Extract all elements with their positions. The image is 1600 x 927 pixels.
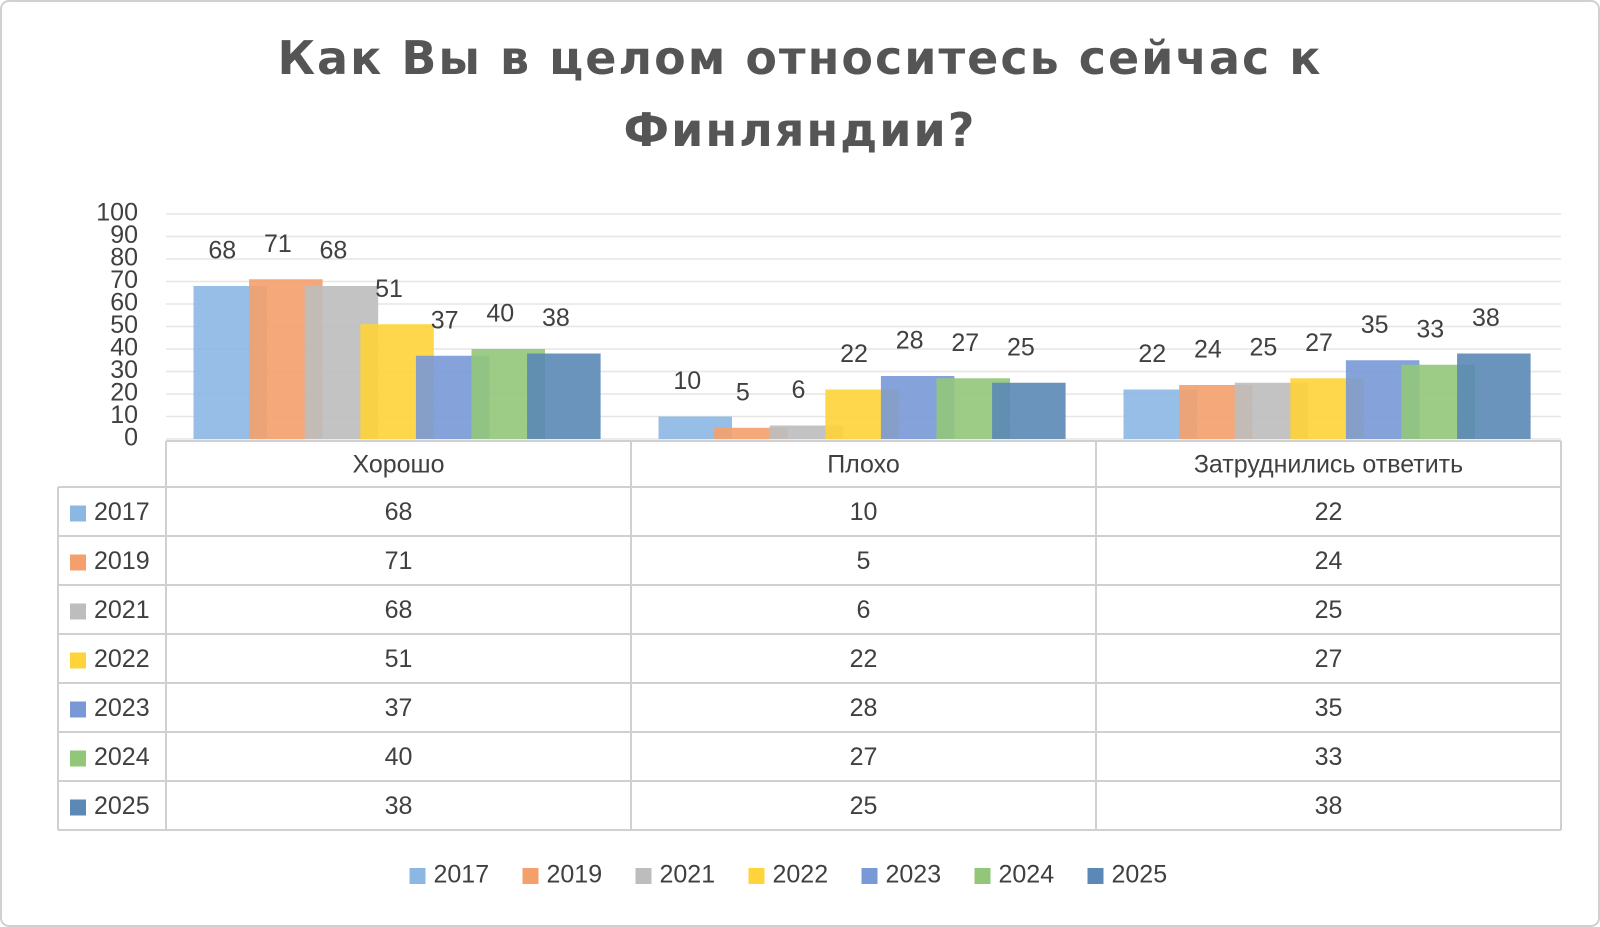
table-cell: 68 — [385, 498, 413, 526]
table-legend-key — [70, 652, 86, 669]
table-row-label: 2023 — [94, 694, 150, 722]
bar — [992, 382, 1066, 439]
table-cell: 25 — [1315, 596, 1343, 624]
legend-key — [635, 868, 652, 884]
table-cell: 22 — [1315, 498, 1343, 526]
table-cell: 27 — [850, 743, 878, 771]
legend-key — [861, 868, 878, 884]
legend-key — [522, 868, 539, 884]
legend-label: 2019 — [547, 861, 603, 889]
table-legend-key — [70, 603, 86, 620]
table-legend-key — [70, 505, 86, 522]
table-cell: 35 — [1315, 694, 1343, 722]
y-tick-label: 50 — [110, 311, 138, 339]
legend-label: 2021 — [660, 861, 716, 889]
table-cell: 51 — [385, 645, 413, 673]
y-tick-label: 90 — [110, 221, 138, 249]
data-label: 68 — [320, 237, 348, 265]
data-label: 33 — [1416, 315, 1444, 343]
data-label: 35 — [1361, 311, 1389, 339]
bar — [658, 416, 732, 439]
data-label: 22 — [1138, 340, 1166, 368]
y-tick-label: 80 — [110, 244, 138, 272]
y-tick-label: 40 — [110, 334, 138, 362]
legend-label: 2023 — [886, 861, 942, 889]
legend-key — [1087, 868, 1104, 884]
x-tick-label: Плохо — [827, 451, 900, 479]
data-label: 27 — [951, 329, 979, 357]
table-legend-key — [70, 701, 86, 718]
table-row-label: 2025 — [94, 792, 150, 820]
data-label: 38 — [542, 304, 570, 332]
table-cell: 22 — [850, 645, 878, 673]
bar — [1457, 353, 1531, 439]
data-label: 22 — [840, 340, 868, 368]
table-cell: 5 — [857, 547, 871, 575]
table-cell: 28 — [850, 694, 878, 722]
table-legend-key — [70, 554, 86, 571]
data-label: 37 — [431, 306, 459, 334]
y-tick-label: 20 — [110, 379, 138, 407]
table-row-label: 2021 — [94, 596, 150, 624]
legend-label: 2017 — [434, 861, 490, 889]
table-cell: 38 — [385, 792, 413, 820]
data-label: 5 — [736, 378, 750, 406]
table-legend-key — [70, 799, 86, 816]
data-label: 25 — [1250, 333, 1278, 361]
data-label: 40 — [486, 300, 514, 328]
table-cell: 40 — [385, 743, 413, 771]
y-tick-label: 60 — [110, 289, 138, 317]
legend-label: 2024 — [999, 861, 1055, 889]
table-row-label: 2019 — [94, 547, 150, 575]
x-tick-label: Затруднились ответить — [1194, 451, 1463, 479]
table-cell: 33 — [1315, 743, 1343, 771]
table-row-label: 2017 — [94, 498, 150, 526]
table-legend-key — [70, 750, 86, 767]
data-label: 71 — [264, 230, 292, 258]
y-tick-label: 0 — [124, 424, 138, 452]
data-label: 51 — [375, 275, 403, 303]
data-label: 6 — [791, 376, 805, 404]
table-cell: 6 — [857, 596, 871, 624]
table-row-label: 2022 — [94, 645, 150, 673]
chart-title: Как Вы в целом относитесь сейчас к Финля… — [277, 31, 1323, 157]
data-label: 10 — [673, 367, 701, 395]
data-label: 68 — [208, 237, 236, 265]
y-tick-label: 70 — [110, 266, 138, 294]
y-tick-label: 100 — [96, 199, 138, 227]
data-label: 24 — [1194, 336, 1222, 364]
table-row-label: 2024 — [94, 743, 150, 771]
legend-label: 2025 — [1112, 861, 1168, 889]
data-label: 28 — [896, 327, 924, 355]
table-cell: 27 — [1315, 645, 1343, 673]
table-cell: 68 — [385, 596, 413, 624]
legend-key — [409, 868, 426, 884]
bar — [527, 353, 601, 439]
table-cell: 10 — [850, 498, 878, 526]
legend-key — [748, 868, 765, 884]
bar — [769, 425, 844, 439]
data-label: 38 — [1472, 304, 1500, 332]
data-label: 25 — [1007, 333, 1035, 361]
x-tick-label: Хорошо — [352, 451, 444, 479]
y-tick-label: 10 — [110, 401, 138, 429]
table-cell: 24 — [1315, 547, 1343, 575]
table-cell: 37 — [385, 694, 413, 722]
legend-key — [974, 868, 991, 884]
table-cell: 38 — [1315, 792, 1343, 820]
data-label: 27 — [1305, 329, 1333, 357]
table-cell: 71 — [385, 547, 413, 575]
legend-label: 2022 — [773, 861, 829, 889]
y-tick-label: 30 — [110, 356, 138, 384]
bar — [714, 427, 788, 439]
table-cell: 25 — [850, 792, 878, 820]
